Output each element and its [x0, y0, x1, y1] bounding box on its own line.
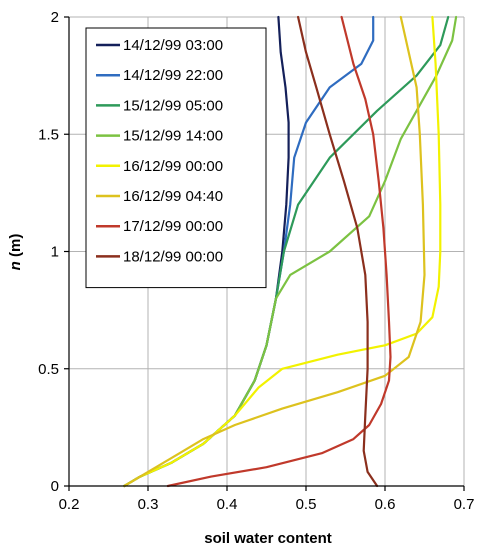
y-tick-label: 1.5: [38, 126, 59, 143]
legend-entry-label: 15/12/99 05:00: [123, 97, 223, 114]
x-tick-labels: 0.2 0.3 0.4 0.5 0.6 0.7: [59, 496, 475, 513]
series-line-7: [297, 15, 379, 488]
series-line-5: [123, 15, 426, 488]
y-tick-label: 1: [51, 244, 59, 261]
y-tick-label: 0: [51, 478, 59, 495]
series-line-6: [166, 15, 392, 488]
y-tick-label: 0.5: [38, 361, 59, 378]
legend-entry-label: 17/12/99 00:00: [123, 218, 223, 235]
legend-entry-label: 14/12/99 22:00: [123, 67, 223, 84]
y-axis-title: n (m): [7, 234, 24, 271]
y-tick-labels: 0 0.5 1 1.5 2: [38, 9, 59, 495]
x-tick-label: 0.2: [59, 496, 80, 513]
y-axis-title-variable: n: [7, 261, 24, 270]
x-axis-title: soil water content: [204, 530, 332, 547]
legend-entry-label: 14/12/99 03:00: [123, 37, 223, 54]
x-tick-label: 0.6: [375, 496, 396, 513]
y-axis-title-unit: (m): [7, 234, 24, 262]
legend-entry-label: 18/12/99 00:00: [123, 248, 223, 265]
axes: [64, 16, 465, 491]
x-tick-label: 0.3: [138, 496, 159, 513]
x-tick-label: 0.5: [296, 496, 317, 513]
legend: 14/12/99 03:00 14/12/99 22:00 15/12/99 05:…: [85, 27, 267, 289]
series-lines: [123, 15, 458, 488]
x-tick-label: 0.7: [454, 496, 475, 513]
legend-entry-label: 15/12/99 14:00: [123, 128, 223, 145]
y-tick-label: 2: [51, 9, 59, 26]
legend-entry-label: 16/12/99 00:00: [123, 158, 223, 175]
legend-entry-label: 16/12/99 04:40: [123, 188, 223, 205]
series-line-4: [123, 15, 442, 488]
legend-box: [85, 27, 267, 289]
x-tick-label: 0.4: [217, 496, 238, 513]
